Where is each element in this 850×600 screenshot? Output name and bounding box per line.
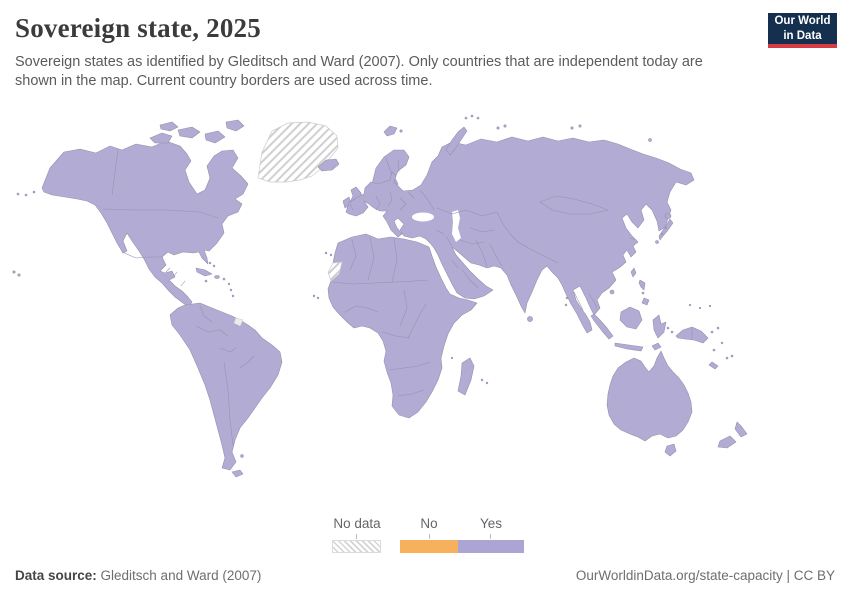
- region-japan[interactable]: [655, 213, 674, 244]
- region-french-guiana-no-data: [233, 317, 244, 327]
- legend-label-no-data: No data: [333, 516, 381, 531]
- world-map[interactable]: [0, 100, 850, 515]
- region-pacific-islands[interactable]: [688, 303, 734, 370]
- page-title: Sovereign state, 2025: [15, 13, 261, 43]
- region-philippines[interactable]: [638, 279, 650, 306]
- chart-footer: Data source: Gleditsch and Ward (2007) O…: [15, 568, 835, 583]
- region-taiwan[interactable]: [630, 267, 637, 278]
- data-source: Data source: Gleditsch and Ward (2007): [15, 568, 261, 583]
- region-eurasia[interactable]: [345, 136, 695, 334]
- legend-swatch-yes[interactable]: [458, 540, 524, 553]
- owid-logo-line2: in Data: [783, 29, 822, 42]
- legend-swatch-no[interactable]: [400, 540, 458, 553]
- legend-swatch-no-data[interactable]: [332, 540, 381, 553]
- caspian-sea: [452, 210, 461, 242]
- region-africa[interactable]: [312, 233, 489, 419]
- region-greenland-no-data[interactable]: [257, 121, 339, 183]
- region-caribbean[interactable]: [195, 261, 235, 298]
- region-iceland[interactable]: [317, 158, 340, 172]
- black-sea: [412, 212, 434, 222]
- region-south-america[interactable]: [169, 302, 283, 478]
- legend-tick-yes: [490, 534, 491, 539]
- owid-logo[interactable]: Our World in Data: [768, 13, 837, 48]
- legend-label-no: No: [420, 516, 438, 531]
- region-sri-lanka: [527, 316, 533, 322]
- chart-subtitle: Sovereign states as identified by Gledit…: [15, 53, 703, 89]
- region-indonesia[interactable]: [590, 306, 720, 352]
- region-hainan[interactable]: [609, 289, 615, 295]
- legend-label-yes: Yes: [479, 516, 503, 531]
- data-source-label: Data source:: [15, 568, 97, 583]
- legend-tick-no: [429, 534, 430, 539]
- world-map-svg[interactable]: [0, 100, 850, 515]
- owid-logo-line1: Our World: [774, 15, 831, 28]
- region-new-zealand[interactable]: [717, 421, 748, 449]
- region-western-sahara-no-data: [327, 261, 343, 282]
- chart-header: Sovereign state, 2025 Sovereign states a…: [15, 13, 740, 91]
- region-arctic-islands[interactable]: [383, 114, 652, 156]
- legend-tick-no-data: [356, 534, 357, 539]
- map-legend[interactable]: No data No Yes: [0, 515, 850, 557]
- data-source-value: Gleditsch and Ward (2007): [96, 568, 262, 583]
- region-australia[interactable]: [606, 350, 693, 457]
- region-tasmania: [664, 443, 677, 457]
- region-madagascar: [457, 357, 475, 396]
- attribution-link[interactable]: OurWorldinData.org/state-capacity | CC B…: [575, 568, 835, 583]
- region-north-america[interactable]: [12, 119, 249, 308]
